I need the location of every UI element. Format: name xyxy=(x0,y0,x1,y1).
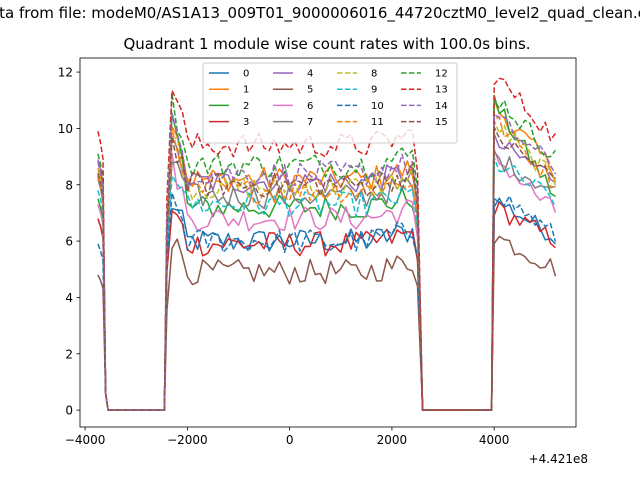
legend-label-4: 4 xyxy=(307,69,313,80)
x-tick-label-4000: 4000 xyxy=(479,433,510,447)
legend-label-7: 7 xyxy=(307,117,313,128)
y-tick-label-6: 6 xyxy=(65,235,73,249)
y-tick-label-4: 4 xyxy=(65,291,73,305)
series-line-10 xyxy=(97,191,557,411)
legend-label-5: 5 xyxy=(307,85,313,96)
legend-label-14: 14 xyxy=(435,101,448,112)
y-tick-label-12: 12 xyxy=(58,66,73,80)
series-line-14 xyxy=(97,112,557,411)
legend-label-13: 13 xyxy=(435,85,448,96)
legend-label-9: 9 xyxy=(371,85,377,96)
x-offset-label: +4.421e8 xyxy=(528,452,588,466)
x-tick-label--2000: −2000 xyxy=(167,433,208,447)
y-tick-label-10: 10 xyxy=(58,122,73,136)
x-tick-label-0: 0 xyxy=(286,433,294,447)
legend-label-3: 3 xyxy=(243,117,249,128)
suptitle: Data from file: modeM0/AS1A13_009T01_900… xyxy=(0,4,640,22)
legend-label-8: 8 xyxy=(371,69,377,80)
plot-frame xyxy=(79,57,577,428)
legend-box xyxy=(202,62,458,144)
legend-label-2: 2 xyxy=(243,101,249,112)
series-line-13 xyxy=(97,77,557,411)
y-tick-label-2: 2 xyxy=(65,347,73,361)
legend-label-11: 11 xyxy=(371,117,384,128)
legend-label-1: 1 xyxy=(243,85,249,96)
x-tick-label-2000: 2000 xyxy=(377,433,408,447)
legend-label-6: 6 xyxy=(307,101,313,112)
legend-label-0: 0 xyxy=(243,69,249,80)
x-tick-label--4000: −4000 xyxy=(65,433,106,447)
chart-title: Quadrant 1 module wise count rates with … xyxy=(123,35,531,53)
y-tick-label-8: 8 xyxy=(65,178,73,192)
legend-label-10: 10 xyxy=(371,101,384,112)
legend-label-15: 15 xyxy=(435,117,448,128)
legend-label-12: 12 xyxy=(435,69,448,80)
series-line-15 xyxy=(97,126,556,411)
series-line-11 xyxy=(97,116,556,411)
y-tick-label-0: 0 xyxy=(65,404,73,418)
